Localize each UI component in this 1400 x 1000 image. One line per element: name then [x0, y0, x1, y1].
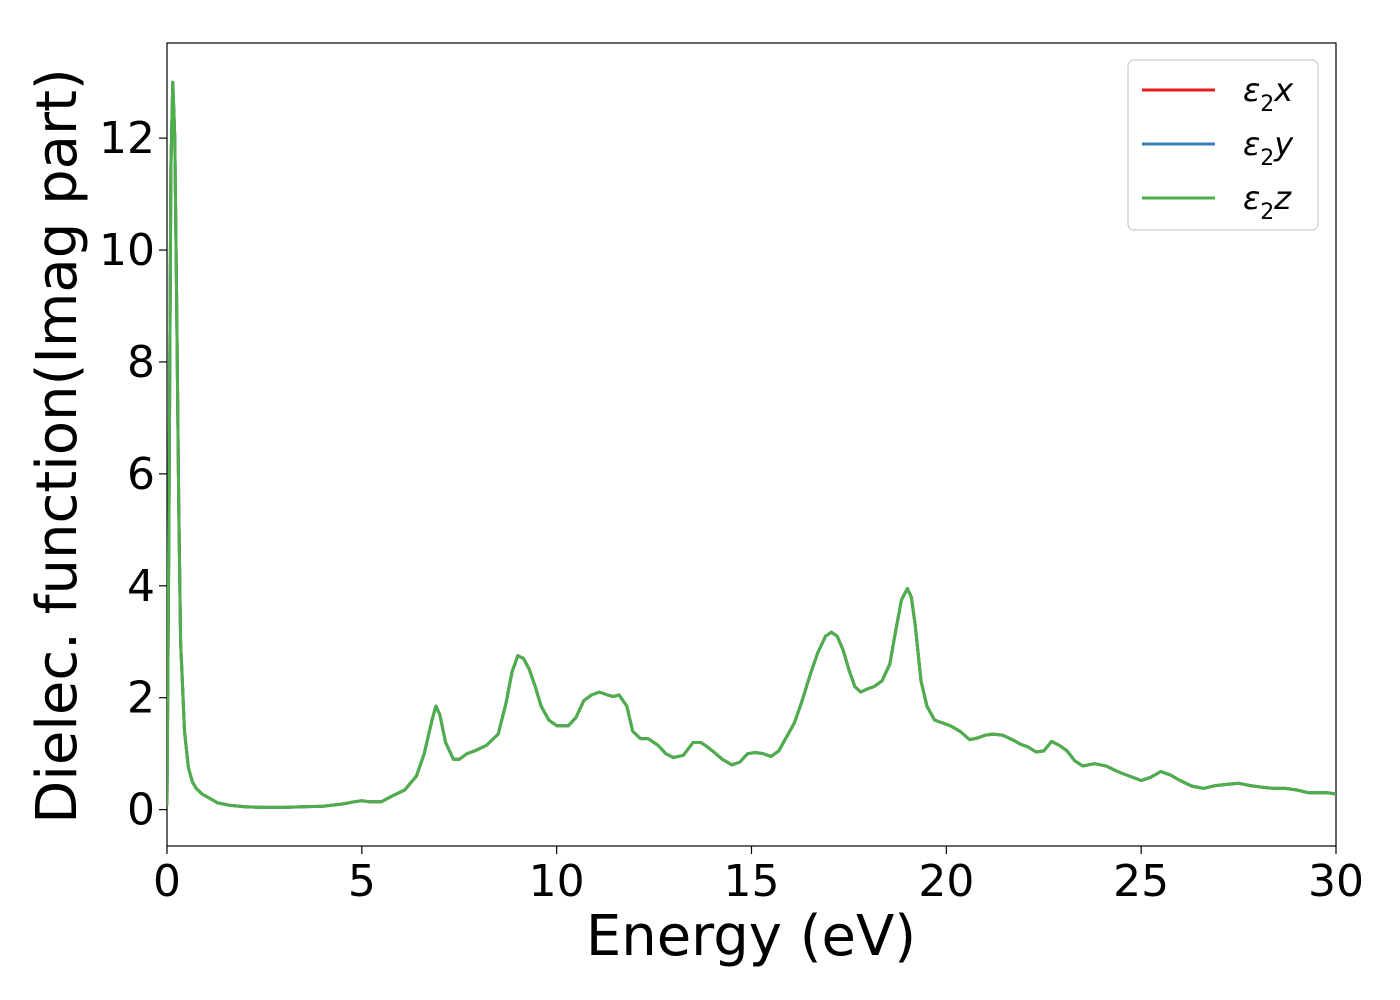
legend-box [1127, 59, 1319, 231]
y-tick-label: 6 [127, 449, 155, 500]
y-tick-label: 8 [127, 337, 155, 388]
series-line-z [167, 80, 1336, 809]
y-tick-label: 4 [127, 561, 155, 612]
legend-label-x: ε2x [1243, 71, 1294, 117]
x-tick-label: 10 [529, 856, 585, 907]
y-axis-ticks: 0 2 4 6 8 10 12 [99, 113, 167, 836]
x-tick-label: 5 [348, 856, 376, 907]
chart-legend: ε2x ε2y ε2z [1127, 59, 1319, 231]
x-tick-label: 15 [724, 856, 780, 907]
series-layer [167, 80, 1336, 809]
x-tick-label: 0 [153, 856, 181, 907]
x-axis-label: Energy (eV) [586, 904, 916, 969]
x-tick-label: 30 [1308, 856, 1364, 907]
y-tick-label: 2 [127, 673, 155, 724]
x-tick-label: 20 [918, 856, 974, 907]
x-tick-label: 25 [1113, 856, 1169, 907]
y-tick-label: 12 [99, 113, 155, 164]
legend-label-y: ε2y [1243, 125, 1294, 171]
y-axis-label: Dielec. function(Imag part) [25, 68, 90, 824]
x-axis-ticks: 0 5 10 15 20 25 30 [153, 846, 1364, 907]
legend-label-z: ε2z [1243, 179, 1292, 225]
y-tick-label: 10 [99, 225, 155, 276]
y-tick-label: 0 [127, 785, 155, 836]
